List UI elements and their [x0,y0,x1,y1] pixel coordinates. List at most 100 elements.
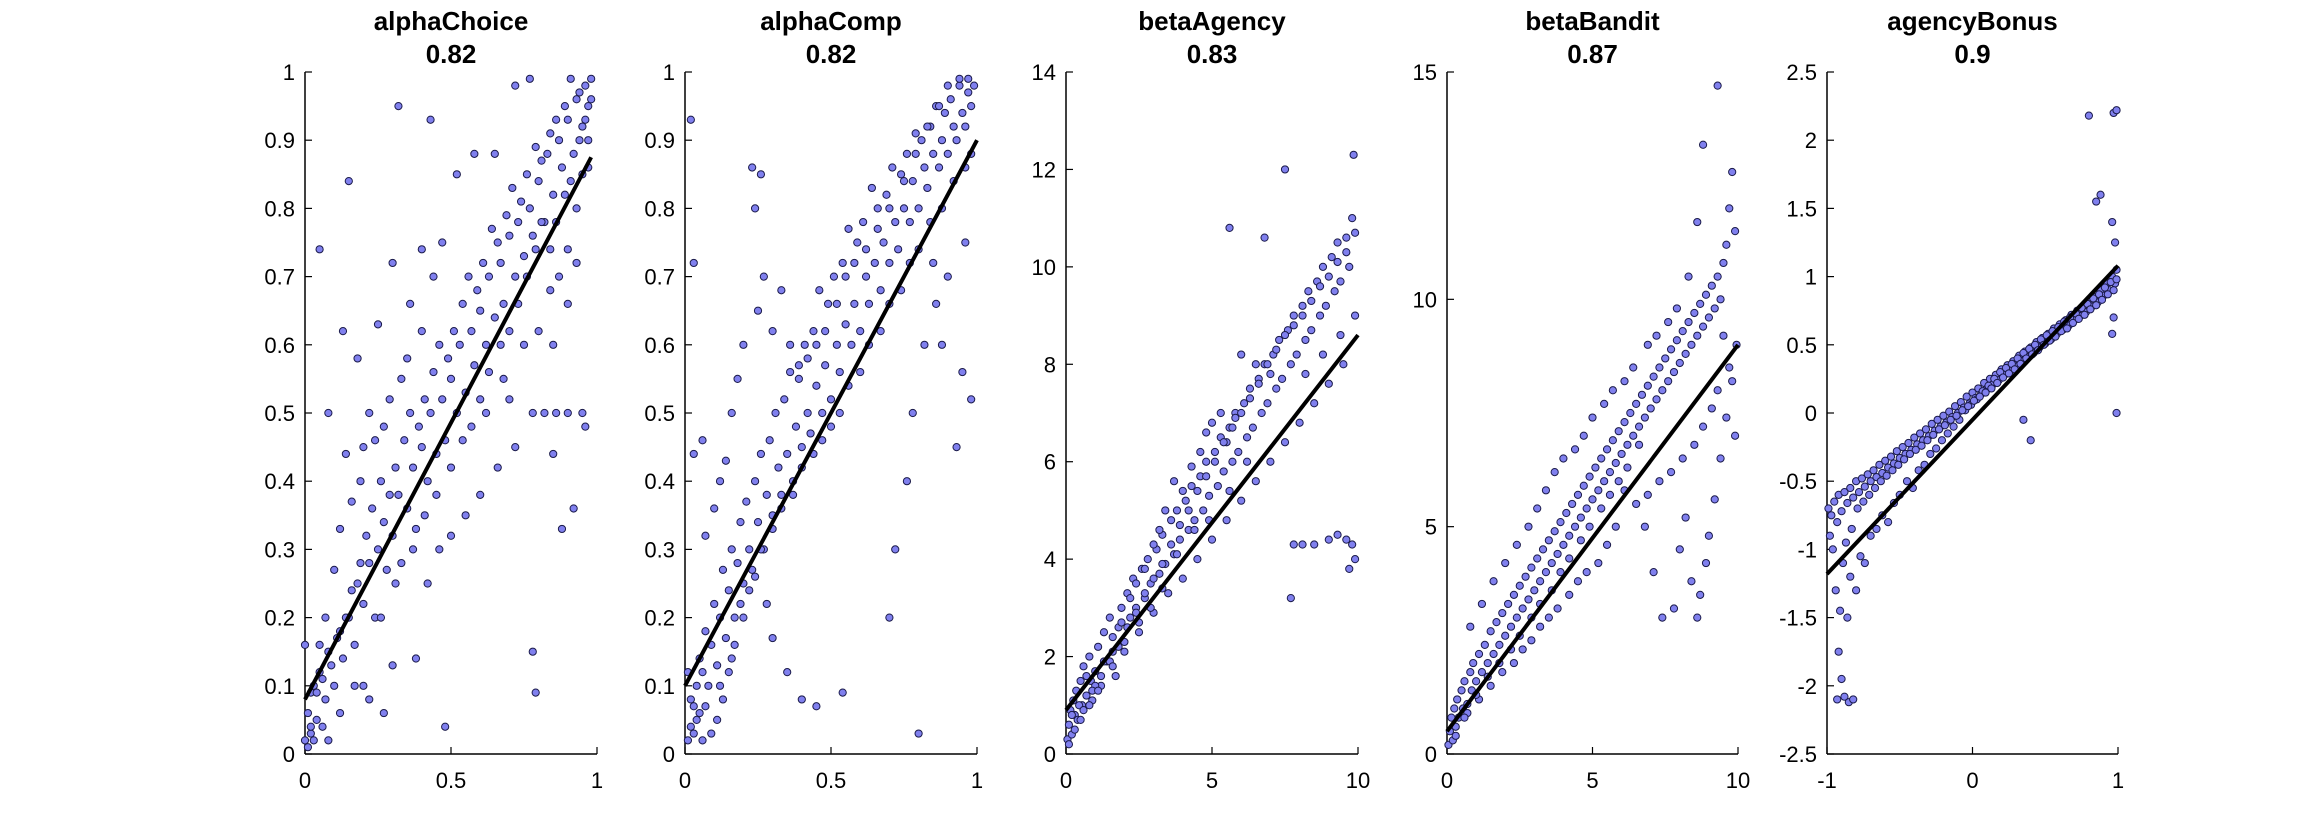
data-point [937,136,947,145]
regression-line [683,139,979,687]
data-point [481,408,491,418]
data-point [1298,301,1307,310]
data-point [1940,421,1949,430]
data-point [1672,304,1681,313]
data-point [1466,622,1475,631]
data-point [753,306,763,315]
data-point [911,149,920,158]
data-point [812,381,821,390]
data-point [318,674,327,684]
data-point [379,708,388,718]
x-tick-label: 10 [1726,768,1750,793]
data-point [303,708,313,718]
data-point [1565,554,1574,563]
data-point [1830,497,1839,506]
data-point [309,736,318,745]
data-point [1933,415,1942,424]
data-point [1608,436,1617,445]
data-point [885,258,894,268]
data-point [1318,350,1328,359]
data-point [955,81,964,90]
data-point [701,531,710,540]
data-point [467,327,476,336]
data-point [683,736,693,745]
data-point [1131,579,1141,588]
data-point [1242,433,1252,442]
data-point [540,408,549,418]
data-point [554,136,564,145]
data-point [920,340,929,349]
x-tick-label: 0 [299,768,311,793]
data-point [1588,495,1597,504]
data-point [844,224,853,233]
data-point [560,190,569,199]
data-point [376,613,386,622]
data-point [850,299,859,308]
data-point [1228,423,1237,432]
data-point [1860,482,1869,491]
data-point [1304,287,1313,296]
data-point [1643,340,1652,349]
data-point [1339,360,1348,369]
data-point [853,238,862,247]
data-point [324,408,333,418]
data-point [715,681,725,690]
data-point [902,477,912,486]
data-point [885,204,894,213]
data-point [1315,282,1325,291]
data-point [891,217,900,227]
data-point [1870,483,1880,493]
data-point [554,272,564,281]
data-point [1597,504,1606,513]
data-point [899,177,909,186]
data-point [961,238,970,247]
data-point [403,354,412,363]
data-point [2103,290,2112,299]
y-tick-label: 2.5 [1786,60,1817,85]
data-point [771,408,780,418]
data-point [847,340,856,349]
data-point [1690,440,1699,449]
data-point [2112,106,2121,115]
data-point [1730,227,1740,236]
data-point [546,245,555,254]
data-point [1713,81,1722,90]
data-point [2026,436,2035,445]
data-point [1892,447,1901,456]
data-point [1585,522,1594,531]
data-point [1684,317,1693,327]
data-point [762,490,771,499]
y-tick-label: 4 [1044,547,1056,572]
data-point [476,395,485,404]
data-point [519,340,529,349]
data-point [1704,313,1714,322]
data-point [1672,336,1681,345]
y-tick-label: -2 [1797,674,1817,699]
data-point [750,477,760,486]
data-point [481,340,491,349]
data-point [522,170,532,179]
data-point [1324,272,1333,281]
data-point [546,286,555,295]
data-point [1579,481,1588,490]
data-point [1248,423,1257,432]
panel-correlation: 0.83 [1187,39,1238,69]
y-tick-label: 0.7 [644,265,675,290]
data-point [408,463,418,472]
data-point [1678,327,1687,336]
data-point [1664,377,1673,386]
data-point [923,183,932,193]
x-tick-label: 0 [679,768,691,793]
data-point [701,702,710,711]
data-point [1637,390,1647,399]
data-point [1582,568,1591,577]
data-point [1498,608,1507,618]
y-tick-label: 0.2 [264,606,295,631]
data-point [1943,429,1952,438]
data-point [1070,725,1079,734]
data-point [1946,415,1955,424]
data-point [879,238,888,247]
data-point [575,88,584,97]
data-point [1661,354,1670,363]
data-point [1342,248,1351,257]
